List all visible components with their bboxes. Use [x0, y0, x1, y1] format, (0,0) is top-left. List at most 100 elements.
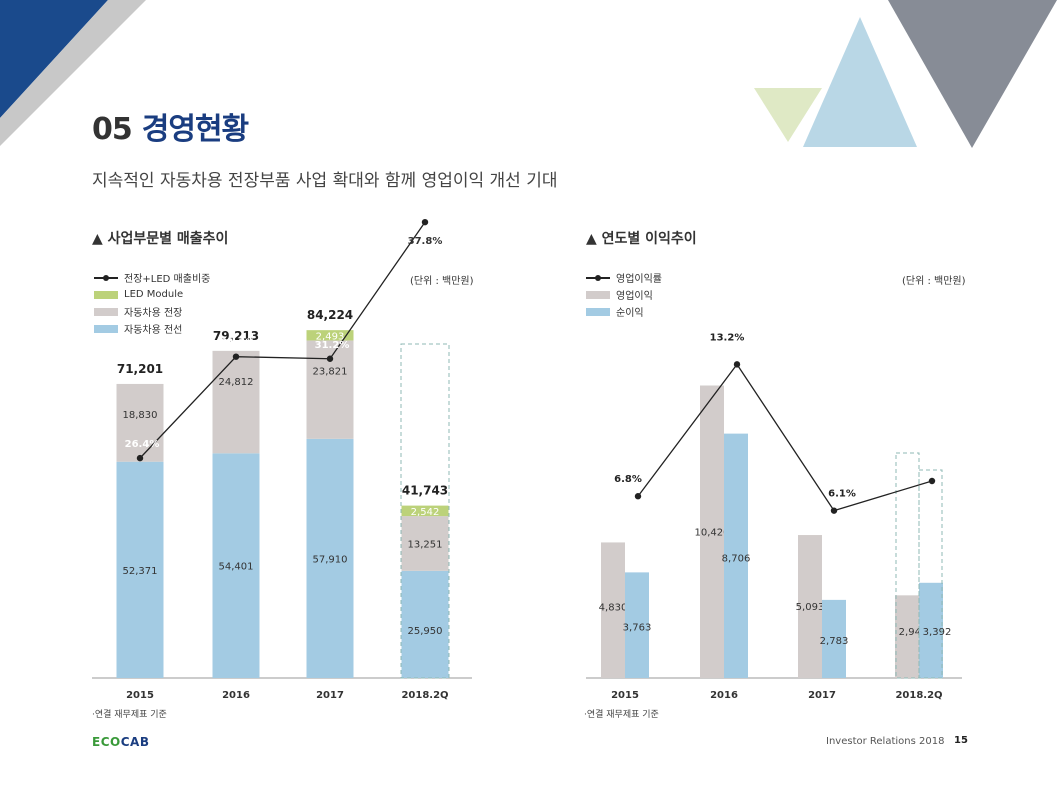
ratio-label: 26.4% [125, 439, 160, 450]
data-label: 2,493 [316, 331, 345, 342]
data-label: 24,812 [219, 377, 254, 388]
data-label: 4,830 [599, 602, 628, 613]
ratio-point [326, 355, 334, 362]
x-tick-label: 2015 [611, 690, 639, 701]
legend-swatch-net [586, 307, 610, 316]
page-number: 15 [954, 735, 968, 746]
ratio-point [232, 353, 240, 360]
legend-label: 순이익 [616, 308, 644, 319]
margin-point [634, 493, 642, 500]
data-label: 5,093 [796, 602, 825, 613]
legend-swatch-led [94, 290, 118, 299]
revenue-chart-legend: 전장+LED 매출비중 LED Module 자동차용 전장 자동차용 전선 [94, 269, 210, 337]
bar-segment [401, 570, 449, 678]
legend-line-swatch [94, 274, 118, 282]
x-tick-label: 2016 [222, 690, 250, 701]
page-title: 05 경영현황 [92, 104, 249, 148]
ratio-label: 31.2% [315, 340, 350, 351]
margin-label: 6.1% [828, 489, 856, 500]
bar [822, 599, 846, 678]
decor-gray-stripe [0, 0, 146, 146]
data-label: 25,950 [408, 626, 443, 637]
ratio-label: 37.8% [408, 236, 443, 247]
total-label: 41,743 [402, 484, 448, 498]
data-label: 57,910 [313, 554, 348, 565]
data-label: 10,420 [695, 528, 730, 539]
data-label: 3,392 [923, 627, 952, 638]
data-label: 52,371 [123, 566, 158, 577]
data-label: 54,401 [219, 562, 254, 573]
revenue-chart-unit: (단위 : 백만원) [410, 276, 474, 287]
highlight-box [918, 469, 943, 679]
revenue-chart-note: ·연결 재무제표 기준 [92, 710, 167, 720]
highlight-box [400, 343, 450, 679]
legend-label: 영업이익 [616, 291, 653, 302]
legend-label: 자동차용 전장 [124, 308, 183, 319]
bar-segment [116, 461, 164, 678]
legend-item-led: LED Module [94, 286, 210, 303]
margin-point [733, 361, 741, 368]
x-tick-label: 2016 [710, 690, 738, 701]
margin-point [830, 507, 838, 514]
section-number: 05 [92, 112, 133, 147]
legend-item-line: 전장+LED 매출비중 [94, 269, 210, 286]
x-tick-label: 2017 [316, 690, 344, 701]
bar [700, 385, 724, 678]
bar [798, 535, 822, 678]
bar-segment [212, 350, 260, 454]
revenue-chart-title: ▲ 사업부문별 매출추이 [92, 231, 229, 247]
bar-segment [401, 505, 449, 517]
total-label: 84,224 [307, 308, 353, 322]
bar-segment [116, 383, 164, 462]
total-label: 71,201 [117, 362, 163, 376]
page-subtitle: 지속적인 자동차용 전장부품 사업 확대와 함께 영업이익 개선 기대 [92, 171, 558, 191]
bar [919, 582, 943, 678]
legend-swatch-wire [94, 324, 118, 333]
bar-segment [212, 453, 260, 678]
header-decoration [0, 0, 1057, 148]
data-label: 2,945 [899, 627, 928, 638]
legend-label: 영업이익률 [616, 274, 662, 285]
bar [895, 595, 919, 678]
data-label: 18,830 [123, 410, 158, 421]
profit-chart-note: ·연결 재무제표 기준 [584, 710, 659, 720]
ratio-label: 31.3% [221, 338, 256, 349]
legend-item-operating: 영업이익 [586, 286, 662, 303]
data-label: 13,251 [408, 539, 443, 550]
footer-ir-text: Investor Relations 2018 [826, 736, 945, 747]
ratio-point [136, 454, 144, 462]
bar-segment [306, 330, 354, 341]
legend-item-electronics: 자동차용 전장 [94, 303, 210, 320]
margin-label: 13.2% [710, 332, 745, 343]
data-label: 3,763 [623, 622, 652, 633]
bar [601, 542, 625, 678]
margin-point [928, 477, 936, 485]
legend-swatch-operating [586, 290, 610, 299]
legend-item-wire: 자동차용 전선 [94, 320, 210, 337]
legend-label: 전장+LED 매출비중 [124, 274, 211, 285]
legend-swatch-electronics [94, 307, 118, 316]
legend-label: 자동차용 전선 [124, 325, 183, 336]
data-label: 8,706 [722, 554, 751, 565]
legend-item-net: 순이익 [586, 303, 662, 320]
legend-label: LED Module [124, 289, 184, 300]
x-tick-label: 2018.2Q [401, 690, 448, 701]
data-label: 2,542 [411, 507, 440, 518]
bar [625, 572, 649, 678]
ratio-line [139, 221, 426, 459]
margin-line [637, 363, 933, 512]
legend-line-swatch [586, 274, 610, 282]
x-tick-label: 2017 [808, 690, 836, 701]
profit-chart-title: ▲ 연도별 이익추이 [586, 231, 697, 247]
profit-chart-legend: 영업이익률 영업이익 순이익 [586, 269, 662, 320]
section-title: 경영현황 [141, 112, 249, 147]
ecocab-logo: ECOCAB [92, 735, 150, 749]
ratio-point [421, 218, 429, 226]
x-tick-label: 2018.2Q [895, 690, 942, 701]
decor-green-triangle [754, 88, 822, 142]
bar-segment [401, 516, 449, 571]
decor-lightblue-triangle [803, 17, 917, 147]
bar-segment [306, 438, 354, 678]
